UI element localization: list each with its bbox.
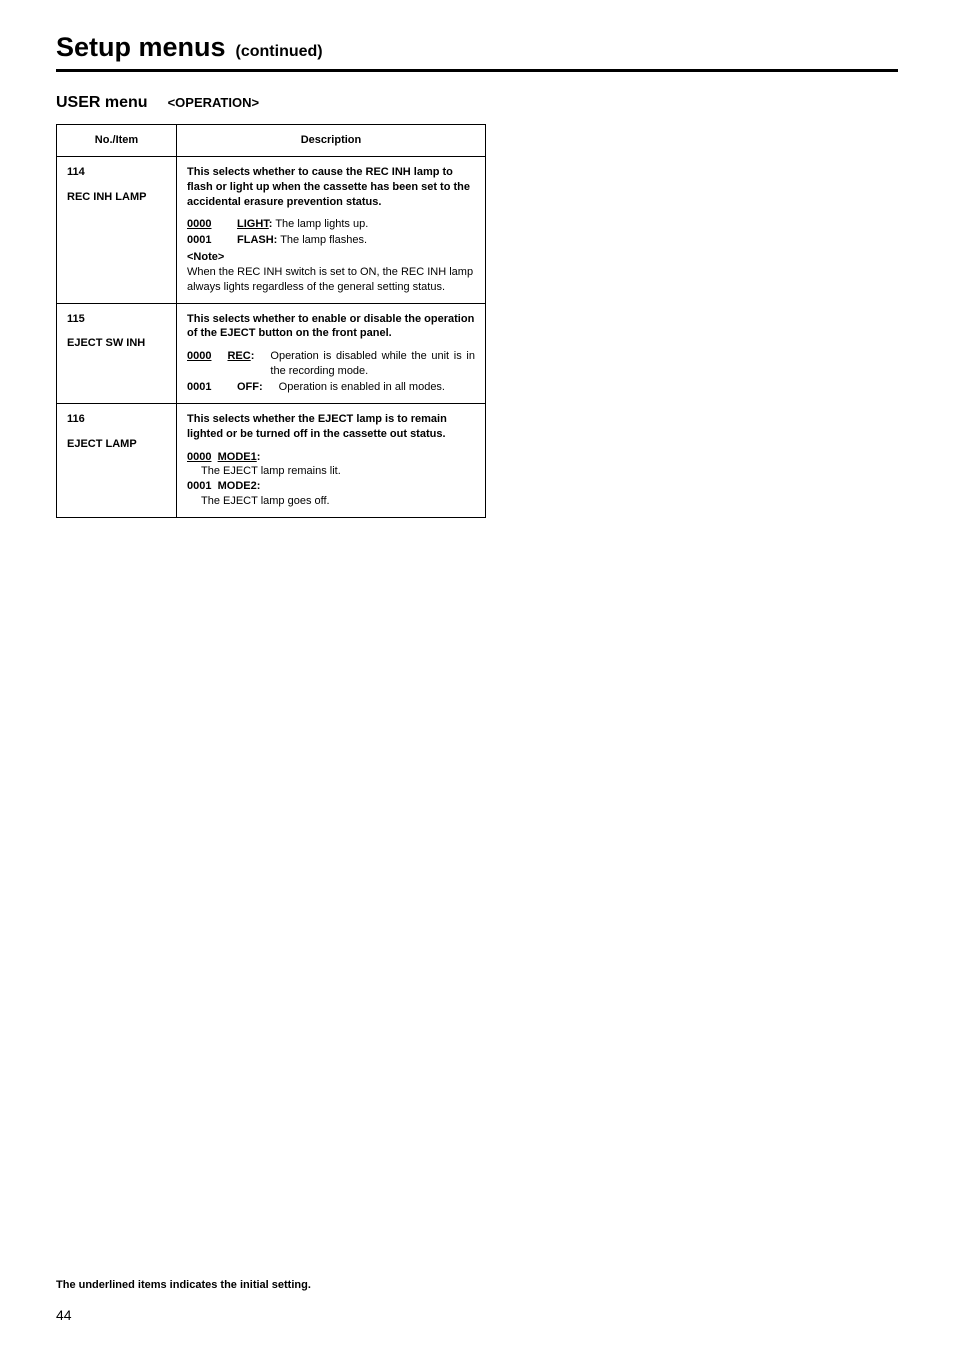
option-sep: :: [257, 451, 261, 463]
option-sep: :: [269, 218, 273, 230]
option-code: 0000: [187, 451, 211, 463]
option-code: 0001: [187, 380, 221, 395]
item-number: 115: [67, 313, 85, 325]
option-label: REC: [227, 350, 250, 362]
option-sep: :: [251, 350, 255, 362]
option-line: 0001 OFF: Operation is enabled in all mo…: [187, 380, 475, 395]
mode-block: 0000 MODE1: The EJECT lamp remains lit. …: [187, 450, 475, 509]
option-label: OFF: [237, 381, 259, 393]
cell-no-item: 114 REC INH LAMP: [57, 156, 177, 303]
option-label: FLASH: [237, 234, 274, 246]
option-line: 0000 LIGHT: The lamp lights up.: [187, 217, 475, 232]
option-label-col: OFF:: [237, 380, 263, 395]
header-no: No./Item: [57, 125, 177, 157]
cell-no-item: 116 EJECT LAMP: [57, 403, 177, 517]
menu-section: <OPERATION>: [168, 95, 260, 110]
title-rule: [56, 69, 898, 72]
table-header-row: No./Item Description: [57, 125, 486, 157]
title-main: Setup menus: [56, 32, 226, 63]
title-sub: (continued): [236, 43, 323, 61]
option-code: 0001: [187, 480, 211, 492]
option-rest: FLASH: The lamp flashes.: [237, 233, 367, 248]
mode-option: 0001 MODE2: The EJECT lamp goes off.: [187, 479, 475, 509]
item-number: 114: [67, 166, 85, 178]
option-label: LIGHT: [237, 218, 269, 230]
option-sep: :: [259, 381, 263, 393]
option-line: 0001 FLASH: The lamp flashes.: [187, 233, 475, 248]
option-desc: The EJECT lamp goes off.: [201, 494, 475, 509]
menu-heading: USER menu <OPERATION>: [56, 94, 898, 112]
option-desc: Operation is disabled while the unit is …: [270, 349, 475, 379]
option-label: MODE2: [218, 480, 257, 492]
table-row: 114 REC INH LAMP This selects whether to…: [57, 156, 486, 303]
item-lead: This selects whether to cause the REC IN…: [187, 165, 475, 210]
option-desc: The EJECT lamp remains lit.: [201, 464, 475, 479]
note-text: When the REC INH switch is set to ON, th…: [187, 266, 473, 293]
cell-no-item: 115 EJECT SW INH: [57, 303, 177, 403]
option-sep: :: [257, 480, 261, 492]
item-number: 116: [67, 413, 85, 425]
mode-option: 0000 MODE1: The EJECT lamp remains lit.: [187, 450, 475, 480]
footer-note: The underlined items indicates the initi…: [56, 1279, 311, 1291]
option-desc: The lamp lights up.: [275, 218, 368, 230]
option-desc: Operation is enabled in all modes.: [279, 380, 475, 395]
menu-name: USER menu: [56, 94, 148, 112]
page-number: 44: [56, 1307, 72, 1323]
option-sep: :: [274, 234, 278, 246]
item-name: EJECT LAMP: [67, 437, 166, 452]
item-name: EJECT SW INH: [67, 336, 166, 351]
page: Setup menus (continued) USER menu <OPERA…: [0, 0, 954, 1351]
cell-description: This selects whether the EJECT lamp is t…: [177, 403, 486, 517]
option-code: 0000: [187, 349, 211, 379]
item-lead: This selects whether to enable or disabl…: [187, 312, 475, 342]
header-desc: Description: [177, 125, 486, 157]
page-title: Setup menus (continued): [56, 32, 898, 63]
item-lead: This selects whether the EJECT lamp is t…: [187, 412, 475, 442]
option-code: 0000: [187, 217, 221, 232]
option-label: MODE1: [218, 451, 257, 463]
option-code: 0001: [187, 233, 221, 248]
option-rest: LIGHT: The lamp lights up.: [237, 217, 368, 232]
cell-description: This selects whether to cause the REC IN…: [177, 156, 486, 303]
option-line: 0000 REC: Operation is disabled while th…: [187, 349, 475, 379]
option-desc: The lamp flashes.: [280, 234, 367, 246]
item-name: REC INH LAMP: [67, 190, 166, 205]
table-row: 116 EJECT LAMP This selects whether the …: [57, 403, 486, 517]
option-label-col: REC:: [227, 349, 254, 379]
note-label: <Note>: [187, 250, 475, 265]
table-row: 115 EJECT SW INH This selects whether to…: [57, 303, 486, 403]
cell-description: This selects whether to enable or disabl…: [177, 303, 486, 403]
menu-table: No./Item Description 114 REC INH LAMP Th…: [56, 124, 486, 518]
